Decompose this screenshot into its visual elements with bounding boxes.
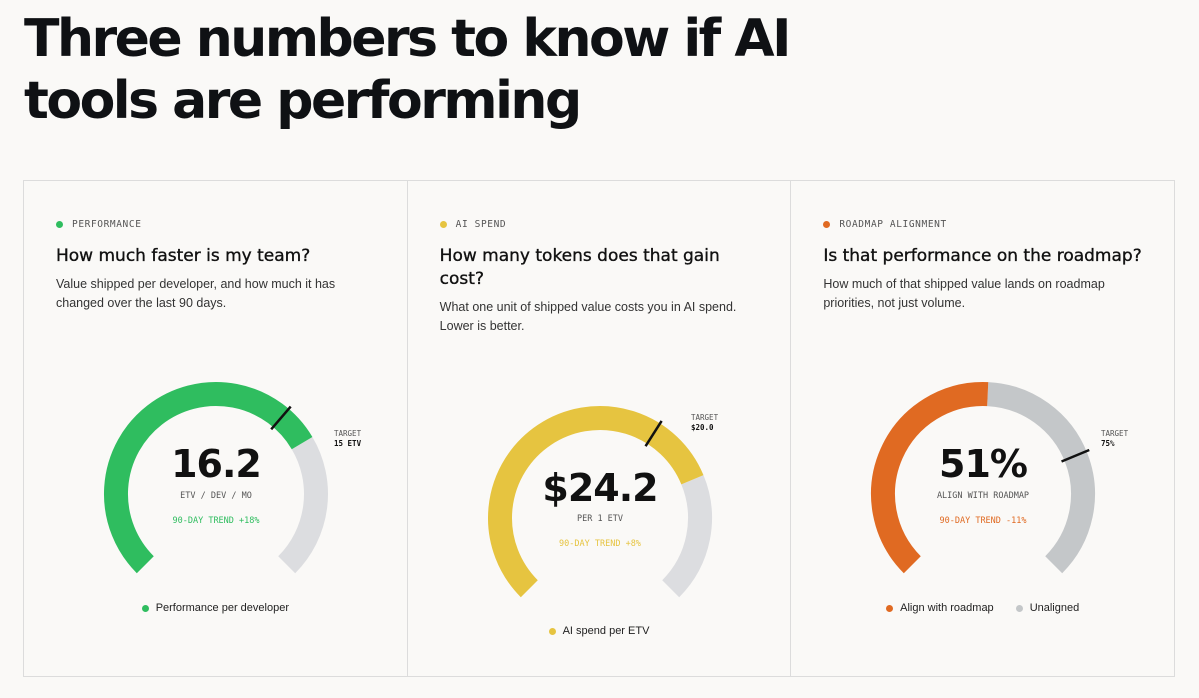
metric-trend: 90-DAY TREND +8% bbox=[559, 539, 641, 549]
legend-item: Performance per developer bbox=[141, 602, 289, 614]
roadmap-card: ROADMAP ALIGNMENT Is that performance on… bbox=[790, 181, 1174, 676]
metric-unit: ETV / DEV / MO bbox=[180, 491, 252, 501]
legend-dot-icon bbox=[886, 604, 894, 612]
gauge-fill bbox=[104, 382, 313, 574]
legend-item: Unaligned bbox=[1015, 602, 1080, 614]
card-eyebrow: AI SPEND bbox=[439, 219, 507, 230]
metrics-cards: PERFORMANCE How much faster is my team? … bbox=[23, 180, 1175, 677]
legend-label: Performance per developer bbox=[155, 602, 289, 614]
metric-unit: PER 1 ETV bbox=[577, 514, 623, 524]
gauge-fill bbox=[871, 382, 989, 574]
eyebrow-label: AI SPEND bbox=[455, 219, 507, 230]
card-heading: Is that performance on the roadmap? bbox=[823, 246, 1142, 266]
card-eyebrow: ROADMAP ALIGNMENT bbox=[823, 219, 946, 230]
target-marker bbox=[270, 405, 292, 431]
legend-dot-icon bbox=[548, 627, 556, 635]
card-heading: How much faster is my team? bbox=[56, 246, 311, 266]
legend-dot-icon bbox=[1015, 604, 1023, 612]
target-value: 75% bbox=[1101, 439, 1115, 448]
target-marker bbox=[1061, 448, 1091, 463]
legend-label: Unaligned bbox=[1029, 602, 1080, 614]
legend-label: Align with roadmap bbox=[900, 602, 994, 614]
target-label: TARGET bbox=[691, 413, 719, 422]
metric-unit: ALIGN WITH ROADMAP bbox=[937, 491, 1029, 501]
card-eyebrow: PERFORMANCE bbox=[56, 219, 142, 230]
ai-spend-gauge: $24.2 PER 1 ETV 90-DAY TREND +8% TARGET … bbox=[487, 406, 719, 598]
target-label: TARGET bbox=[1101, 429, 1129, 438]
performance-gauge: 16.2 ETV / DEV / MO 90-DAY TREND +18% TA… bbox=[104, 382, 362, 574]
target-value: $20.0 bbox=[691, 423, 714, 432]
target-label: TARGET bbox=[334, 429, 362, 438]
card-description: What one unit of shipped value costs you… bbox=[439, 300, 737, 333]
metric-trend: 90-DAY TREND +18% bbox=[173, 516, 260, 526]
gauge-track bbox=[661, 475, 712, 598]
gauge-track bbox=[277, 436, 328, 574]
card-description: Value shipped per developer, and how muc… bbox=[56, 277, 336, 310]
metric-trend: 90-DAY TREND -11% bbox=[940, 516, 1027, 526]
legend-item: Align with roadmap bbox=[886, 602, 994, 614]
legend-dot-icon bbox=[141, 604, 149, 612]
performance-card: PERFORMANCE How much faster is my team? … bbox=[24, 181, 407, 676]
legend-item: AI spend per ETV bbox=[548, 625, 650, 637]
chart-legend: Performance per developer bbox=[24, 602, 407, 614]
status-dot-icon bbox=[439, 221, 447, 228]
status-dot-icon bbox=[56, 221, 63, 228]
target-marker bbox=[644, 420, 663, 447]
metric-value: 51% bbox=[939, 442, 1027, 486]
chart-legend: Align with roadmap Unaligned bbox=[791, 602, 1174, 614]
page-title: Three numbers to know if AI tools are pe… bbox=[24, 9, 791, 131]
metric-value: $24.2 bbox=[542, 466, 657, 510]
card-heading: How many tokens does that gain cost? bbox=[439, 246, 720, 289]
eyebrow-label: ROADMAP ALIGNMENT bbox=[839, 219, 947, 230]
eyebrow-label: PERFORMANCE bbox=[72, 219, 142, 230]
roadmap-gauge: 51% ALIGN WITH ROADMAP 90-DAY TREND -11%… bbox=[871, 382, 1129, 574]
ai-spend-card: AI SPEND How many tokens does that gain … bbox=[406, 181, 791, 676]
gauge-fill bbox=[487, 406, 704, 598]
target-value: 15 ETV bbox=[334, 439, 362, 448]
metric-value: 16.2 bbox=[171, 442, 261, 486]
chart-legend: AI spend per ETV bbox=[408, 625, 791, 637]
gauge-track bbox=[987, 382, 1096, 574]
legend-label: AI spend per ETV bbox=[562, 625, 650, 637]
card-description: How much of that shipped value lands on … bbox=[823, 277, 1105, 310]
status-dot-icon bbox=[823, 221, 831, 228]
